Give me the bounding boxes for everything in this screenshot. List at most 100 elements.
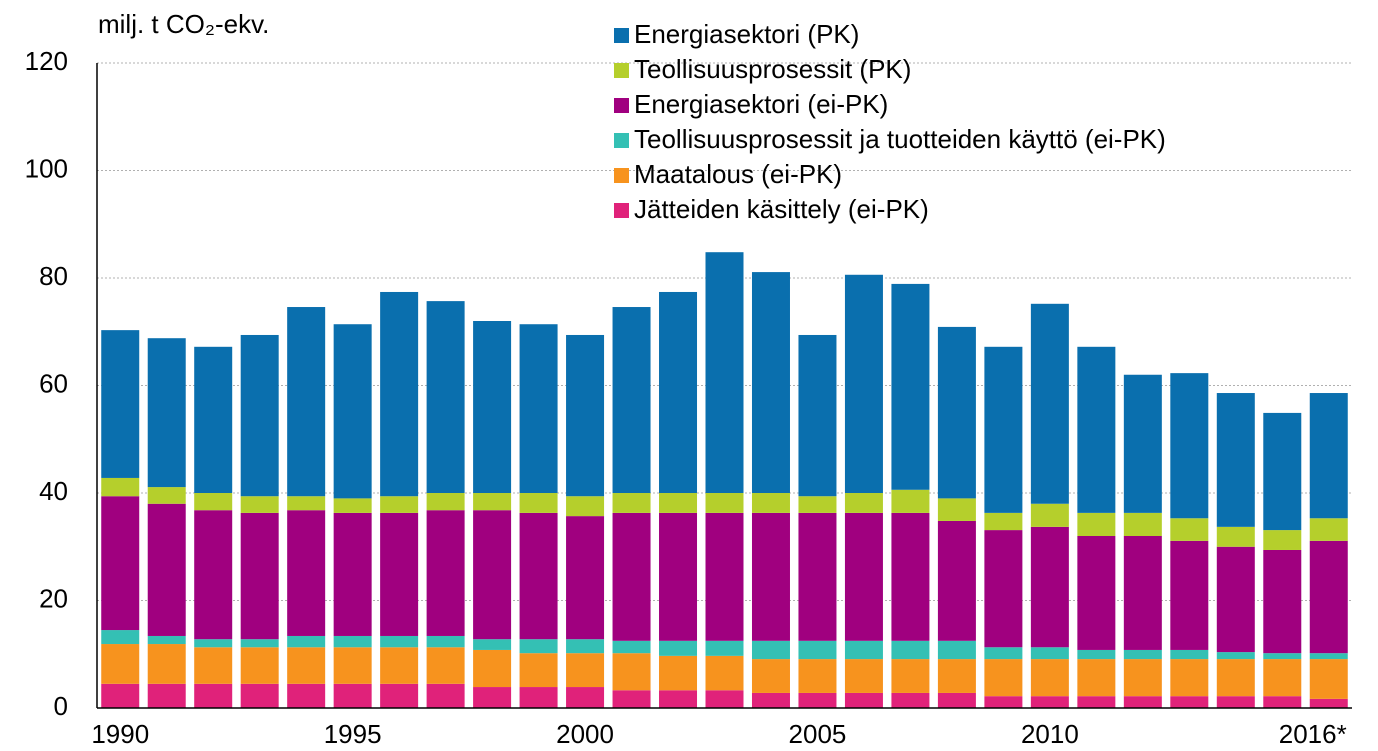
legend-label: Jätteiden käsittely (ei-PK)	[634, 194, 929, 224]
bar-segment	[612, 690, 651, 708]
bar-segment	[473, 493, 512, 511]
bar-segment	[1216, 659, 1255, 697]
bar-segment	[705, 493, 744, 513]
legend-label: Energiasektori (PK)	[634, 19, 859, 49]
bar-segment	[147, 503, 186, 636]
bar-segment	[844, 274, 883, 493]
bar-segment	[101, 683, 140, 708]
bar-segment	[751, 692, 790, 708]
bar-segment	[333, 647, 372, 684]
bar-segment	[519, 687, 558, 708]
y-tick-label: 100	[25, 153, 68, 183]
bar-segment	[984, 530, 1023, 648]
bar-segment	[380, 683, 419, 708]
bar-segment	[566, 653, 605, 688]
bar-segment	[1216, 393, 1255, 527]
bar-segment	[798, 659, 837, 693]
bar-segment	[147, 683, 186, 708]
bar-segment	[473, 639, 512, 650]
bar-segment	[1123, 659, 1162, 697]
bar-segment	[1030, 696, 1069, 708]
bar-segment	[937, 659, 976, 693]
bar-segment	[798, 640, 837, 660]
legend-label: Teollisuusprosessit (PK)	[634, 54, 911, 84]
bar-segment	[937, 692, 976, 708]
bar-segment	[1170, 373, 1209, 519]
bar-segment	[287, 647, 326, 684]
legend-label: Energiasektori (ei-PK)	[634, 89, 888, 119]
bar-segment	[147, 338, 186, 488]
legend-label: Maatalous (ei-PK)	[634, 159, 842, 189]
bar-segment	[984, 696, 1023, 708]
bar-segment	[473, 321, 512, 493]
bar-segment	[798, 334, 837, 497]
y-tick-label: 40	[39, 476, 68, 506]
bar-segment	[147, 635, 186, 645]
legend-label: Teollisuusprosessit ja tuotteiden käyttö…	[634, 124, 1166, 154]
y-axis-label: milj. t CO₂-ekv.	[98, 9, 269, 39]
bar-segment	[519, 653, 558, 688]
bar-segment	[844, 692, 883, 708]
bar-segment	[705, 655, 744, 691]
bar-segment	[380, 291, 419, 497]
bar-segment	[240, 512, 279, 640]
bar-segment	[1030, 659, 1069, 697]
bar-segment	[612, 307, 651, 493]
bar-segment	[566, 516, 605, 640]
bar-segment	[333, 512, 372, 636]
x-tick-label: 2005	[789, 719, 847, 749]
bar-segment	[844, 659, 883, 693]
bar-segment	[1170, 696, 1209, 708]
bar-segment	[1263, 549, 1302, 654]
bar-segment	[751, 493, 790, 513]
bar-segment	[1170, 659, 1209, 697]
bar-segment	[1123, 696, 1162, 708]
bar-segment	[519, 512, 558, 640]
bar-segment	[891, 659, 930, 693]
y-tick-label: 60	[39, 368, 68, 398]
legend-swatch	[614, 203, 629, 218]
bar-segment	[891, 283, 930, 490]
bar-segment	[333, 635, 372, 648]
bar-segment	[1309, 653, 1348, 660]
y-tick-label: 0	[54, 691, 68, 721]
bar-segment	[333, 683, 372, 708]
bar-segment	[1030, 503, 1069, 527]
bar-segment	[380, 635, 419, 648]
bar-segment	[891, 489, 930, 513]
bar-segment	[1077, 649, 1116, 660]
bar-segment	[1123, 512, 1162, 536]
bar-segment	[798, 692, 837, 708]
bar-segment	[1077, 696, 1116, 708]
bar-segment	[566, 639, 605, 654]
bar-segment	[1216, 652, 1255, 660]
bar-segment	[751, 272, 790, 493]
bar-segment	[287, 635, 326, 648]
bar-segment	[1216, 546, 1255, 653]
bar-segment	[891, 512, 930, 641]
bar-segment	[612, 512, 651, 641]
bar-segment	[194, 493, 233, 511]
bar-segment	[566, 334, 605, 497]
bar-segment	[426, 635, 465, 648]
bar-segment	[194, 639, 233, 648]
legend-swatch	[614, 133, 629, 148]
bar-segment	[844, 493, 883, 513]
bar-segment	[984, 346, 1023, 513]
bar-segment	[751, 512, 790, 641]
bar-segment	[1309, 540, 1348, 654]
bar-segment	[659, 291, 698, 493]
bar-segment	[101, 330, 140, 478]
bar-segment	[937, 520, 976, 641]
bar-segment	[1077, 512, 1116, 536]
bar-segment	[984, 512, 1023, 531]
bar-segment	[519, 493, 558, 513]
bar-segment	[984, 659, 1023, 697]
y-tick-label: 80	[39, 261, 68, 291]
bar-segment	[844, 512, 883, 641]
bar-segment	[1263, 653, 1302, 660]
bar-segment	[473, 510, 512, 640]
bar-segment	[426, 647, 465, 684]
x-tick-label: 2010	[1021, 719, 1079, 749]
